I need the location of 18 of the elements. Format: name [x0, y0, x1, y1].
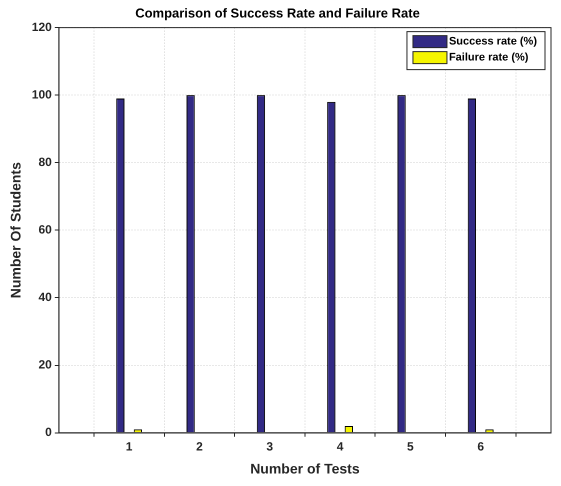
- y-tick-label: 60: [38, 222, 52, 237]
- y-tick-label: 20: [38, 358, 52, 372]
- y-tick-label: 120: [32, 20, 52, 34]
- x-tick-label: 1: [126, 439, 133, 454]
- x-tick-label: 3: [266, 439, 274, 454]
- legend-label: Failure rate (%): [448, 52, 529, 64]
- y-axis-title: Number Of Students: [7, 162, 24, 298]
- y-tick-label: 80: [38, 154, 52, 169]
- chart-title: Comparison of Success Rate and Failure Rate: [135, 5, 420, 20]
- x-tick-label: 5: [407, 439, 414, 454]
- x-tick-label: 6: [477, 439, 484, 454]
- x-tick-label: 4: [336, 439, 344, 454]
- x-tick-label: 2: [196, 439, 204, 454]
- x-axis-title: Number of Tests: [250, 460, 360, 476]
- y-tick-label: 100: [32, 87, 52, 102]
- y-tick-label: 40: [38, 290, 52, 304]
- y-tick-label: 0: [45, 425, 52, 440]
- legend-label: Success rate (%): [448, 36, 538, 48]
